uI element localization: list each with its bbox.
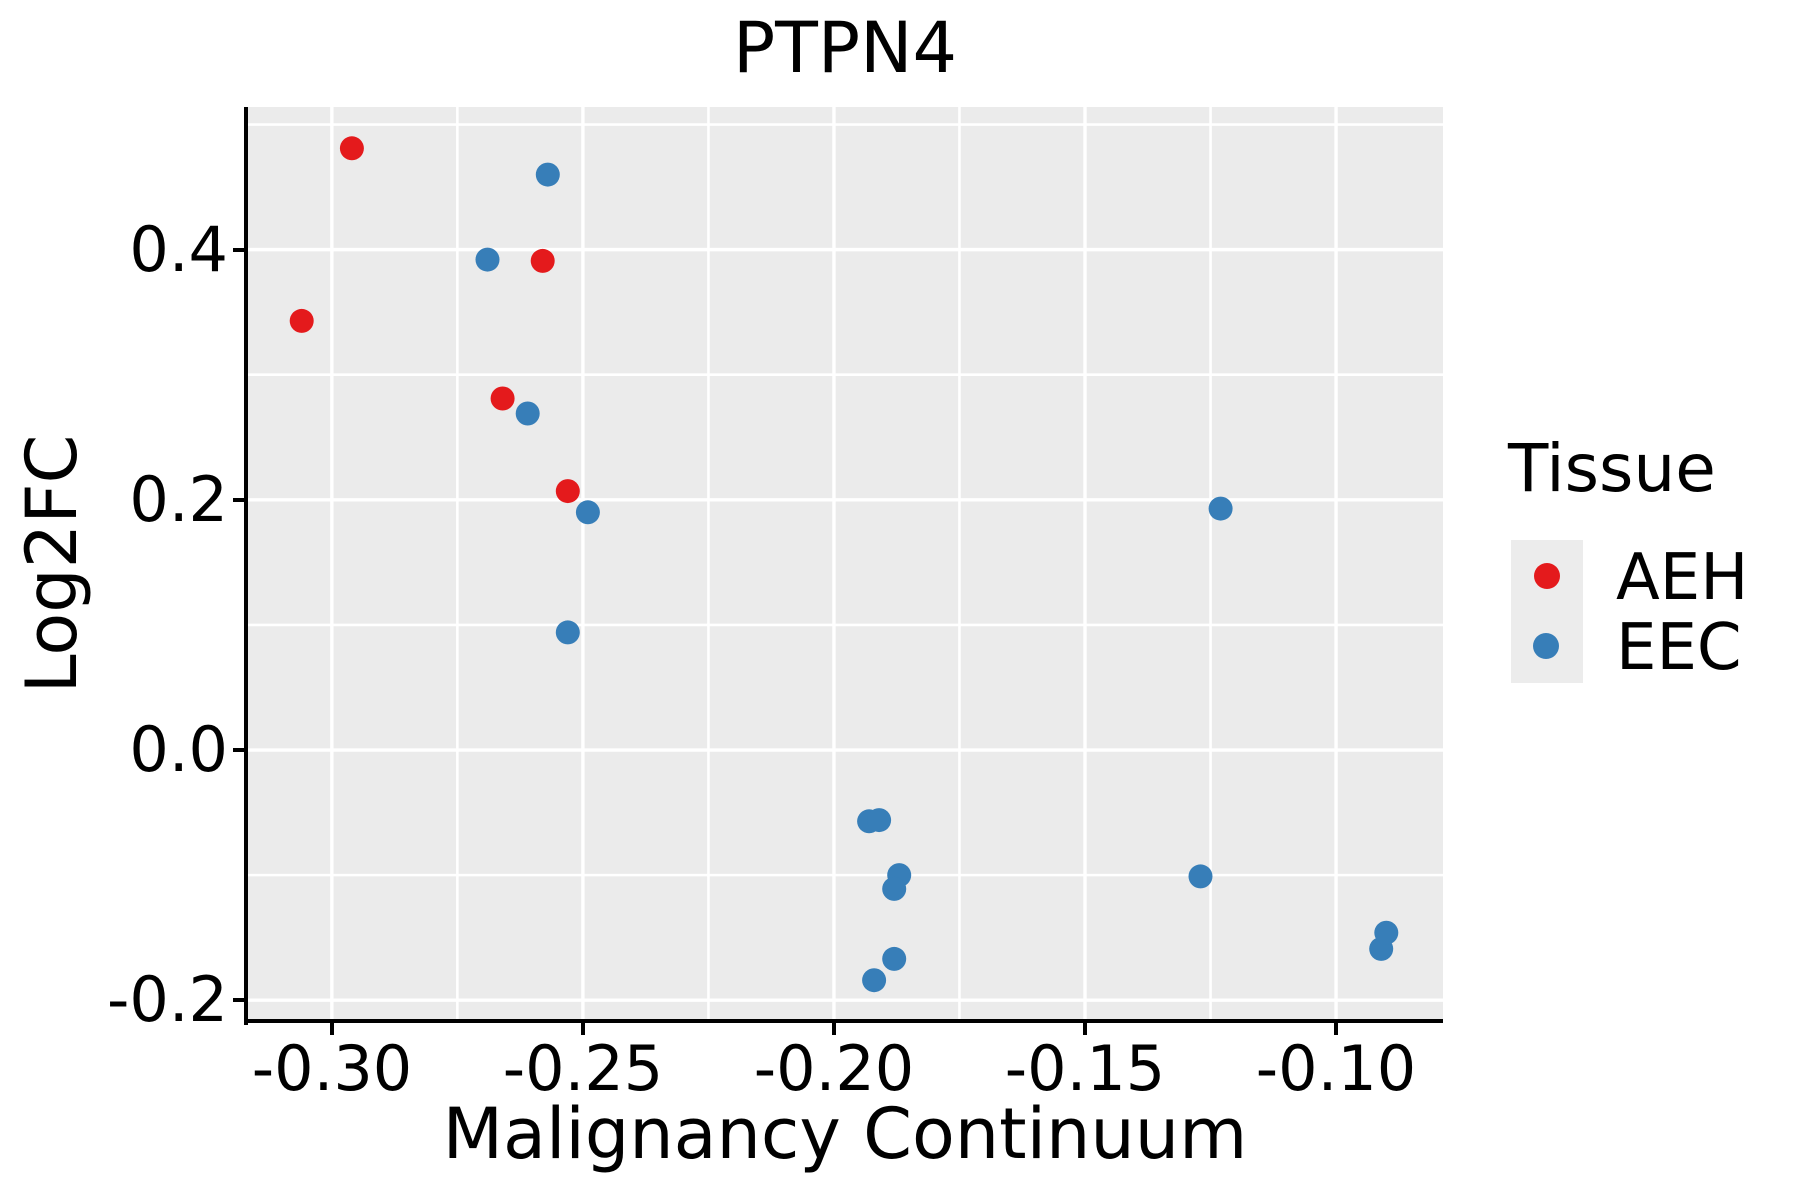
x-axis-line <box>244 1019 1443 1023</box>
chart-title: PTPN4 <box>732 7 958 89</box>
data-point-eec <box>867 808 892 833</box>
data-point-aeh <box>530 248 555 273</box>
data-point-eec <box>1188 864 1213 889</box>
plot-panel <box>247 107 1443 1021</box>
data-point-eec <box>1208 496 1233 521</box>
x-tick-mark <box>581 1023 585 1035</box>
x-tick-label: -0.10 <box>1255 1032 1417 1105</box>
y-tick-label: -0.2 <box>107 963 228 1036</box>
legend-label-eec: EEC <box>1616 611 1742 685</box>
data-point-eec <box>555 620 580 645</box>
y-tick-mark <box>233 998 245 1002</box>
x-tick-mark <box>330 1023 334 1035</box>
x-axis-title: Malignancy Continuum <box>442 1093 1248 1175</box>
y-tick-label: 0.2 <box>129 463 228 536</box>
x-tick-mark <box>1334 1023 1338 1035</box>
data-point-eec <box>535 162 560 187</box>
legend-key-box <box>1511 540 1583 683</box>
x-tick-label: -0.20 <box>753 1032 915 1105</box>
x-tick-mark <box>1083 1023 1087 1035</box>
data-point-eec <box>575 500 600 525</box>
data-point-aeh <box>490 386 515 411</box>
data-point-eec <box>882 946 907 971</box>
data-point-eec <box>475 247 500 272</box>
y-tick-label: 0.0 <box>129 713 228 786</box>
scatter-plot-canvas <box>247 107 1443 1021</box>
x-tick-mark <box>832 1023 836 1035</box>
x-tick-label: -0.15 <box>1004 1032 1166 1105</box>
y-tick-mark <box>233 748 245 752</box>
data-point-eec <box>882 876 907 901</box>
x-tick-label: -0.25 <box>502 1032 664 1105</box>
y-tick-mark <box>233 498 245 502</box>
legend-aeh-dot-icon <box>1534 563 1560 589</box>
x-tick-label: -0.30 <box>251 1032 413 1105</box>
y-tick-mark <box>233 248 245 252</box>
data-point-aeh <box>339 136 364 161</box>
data-point-eec <box>862 968 887 993</box>
legend-title: Tissue <box>1508 430 1716 507</box>
legend-eec-dot-icon <box>1533 633 1559 659</box>
y-tick-label: 0.4 <box>129 213 228 286</box>
y-axis-line <box>244 107 248 1025</box>
data-point-eec <box>1374 920 1399 945</box>
data-point-aeh <box>289 308 314 333</box>
data-point-aeh <box>555 479 580 504</box>
data-point-eec <box>515 401 540 426</box>
legend-label-aeh: AEH <box>1616 541 1749 615</box>
